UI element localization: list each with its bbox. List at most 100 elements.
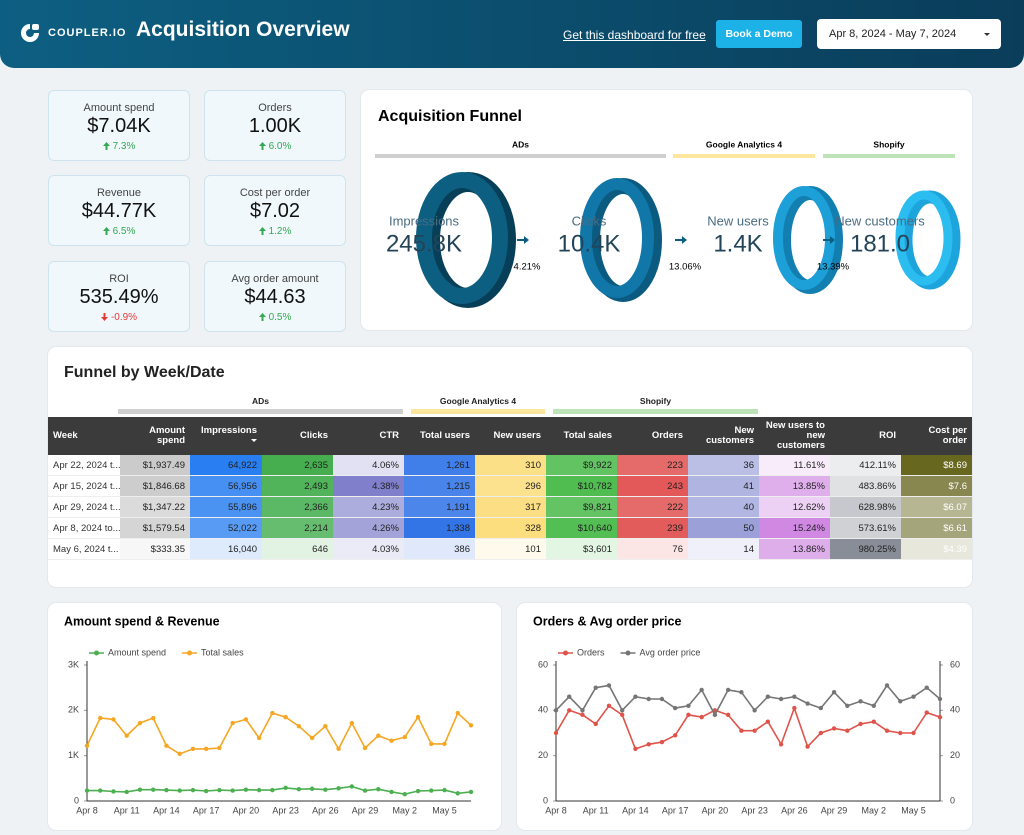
kpi-change: -0.9% [49,312,189,323]
legend-marker [187,650,193,656]
data-point [296,724,302,729]
kpi-card: Avg order amount $44.63 0.5% [204,261,346,332]
column-header-text: Clicks [300,430,328,441]
column-header: Impressions [190,417,262,455]
table-cell: $10,640 [546,517,617,539]
table-cell: 328 [475,517,546,539]
column-header: Orders [617,417,688,455]
conversion-rate: 13.39% [817,262,850,273]
data-point [230,720,235,726]
data-point [336,786,341,791]
data-point [429,741,434,747]
table-cell: Apr 15, 2024 t... [48,475,120,497]
table-cell: 13.85% [759,475,830,497]
y-tick-label: 3K [68,659,79,669]
arrow-shape [258,227,266,235]
x-tick-label: Apr 23 [272,805,299,815]
kpi-change: 0.5% [205,312,345,323]
legend-marker [94,650,99,656]
data-point [620,712,625,718]
table-cell: 56,956 [190,475,262,497]
data-point [309,735,315,741]
trend-arrow [258,227,266,235]
column-header-text: Cost per order [928,425,967,446]
table-cell: $1,937.49 [120,455,190,476]
kpi-card: ROI 535.49% -0.9% [48,261,190,332]
data-point [336,746,341,752]
data-point [111,717,116,722]
table-cell: 243 [617,475,688,497]
table-cell: $1,347.22 [120,496,190,518]
table-cell: 317 [475,496,546,518]
table-cell: 980.25% [830,538,901,560]
table-cell: 4.06% [333,455,404,476]
data-point [124,789,129,795]
x-tick-label: Apr 20 [233,805,260,815]
kpi-change: 6.0% [205,141,345,152]
table-cell: 386 [404,538,475,560]
table-cell: 223 [617,455,688,476]
table-cell: Apr 22, 2024 t... [48,455,120,476]
kpi-card: Orders 1.00K 6.0% [204,90,346,161]
table-cell: $1,579.54 [120,517,190,539]
data-point [818,705,824,711]
group-label: ADs [512,139,529,149]
series-line [86,711,472,755]
data-point [620,708,625,713]
table-cell: 573.61% [830,517,901,539]
data-point [712,712,718,718]
legend-label: Orders [577,647,605,657]
data-point [84,743,90,748]
trend-arrow [100,313,108,321]
conversion-rate: 13.06% [669,262,702,273]
logo-icon [21,24,39,42]
dropdown-caret [984,33,990,36]
table-cell: 222 [617,496,688,518]
column-header: New users [475,417,546,455]
data-point [553,708,559,713]
dashboard-link[interactable]: Get this dashboard for free [563,28,706,42]
data-point [137,787,143,792]
x-tick-label: Apr 17 [193,805,220,815]
group-label: Google Analytics 4 [439,396,517,406]
kpi-change: 7.3% [49,141,189,152]
table-cell: May 6, 2024 t... [48,538,120,560]
table-cell: 14 [688,538,759,560]
group-bar [823,154,955,158]
x-tick-label: Apr 14 [153,805,180,815]
table-row: Apr 29, 2024 t... $1,347.22 55,896 2,366 4.2… [48,496,972,518]
y-tick-label: 0 [950,795,955,805]
data-point [884,683,890,688]
column-header-text: CTR [379,430,399,441]
group-bar [553,409,758,414]
data-point [376,733,381,738]
table-cell: $7.6 [901,475,972,497]
data-point [567,708,572,713]
kpi-card: Cost per order $7.02 1.2% [204,175,346,246]
stage-value: 181.0 [850,230,910,257]
line-chart: Amount spend & Revenue Amount spend Total … [64,614,474,815]
arrow-shape [102,142,110,150]
chart-card: Orders & Avg order price Orders Avg order … [517,603,972,830]
funnel-arrow [823,236,835,244]
kpi-change-text: 6.5% [112,226,136,237]
data-point [725,712,731,718]
data-point [606,703,612,708]
data-point [580,708,585,713]
data-point [98,715,103,721]
column-header-text: New users to new customers [765,420,825,451]
date-picker[interactable]: Apr 8, 2024 - May 7, 2024 [817,19,1001,49]
data-point [177,751,182,757]
x-tick-label: Apr 26 [312,805,339,815]
demo-button[interactable]: Book a Demo [716,20,802,48]
data-point [217,745,222,751]
group-bar [673,154,815,158]
x-tick-label: Apr 29 [352,805,379,815]
column-header-text: Orders [651,430,683,441]
kpi-change-text: 6.0% [268,141,292,152]
data-point [137,720,143,726]
table-cell: 50 [688,517,759,539]
data-point [349,784,355,789]
x-tick-label: Apr 14 [622,805,649,815]
column-header-text: Amount spend [149,425,185,446]
